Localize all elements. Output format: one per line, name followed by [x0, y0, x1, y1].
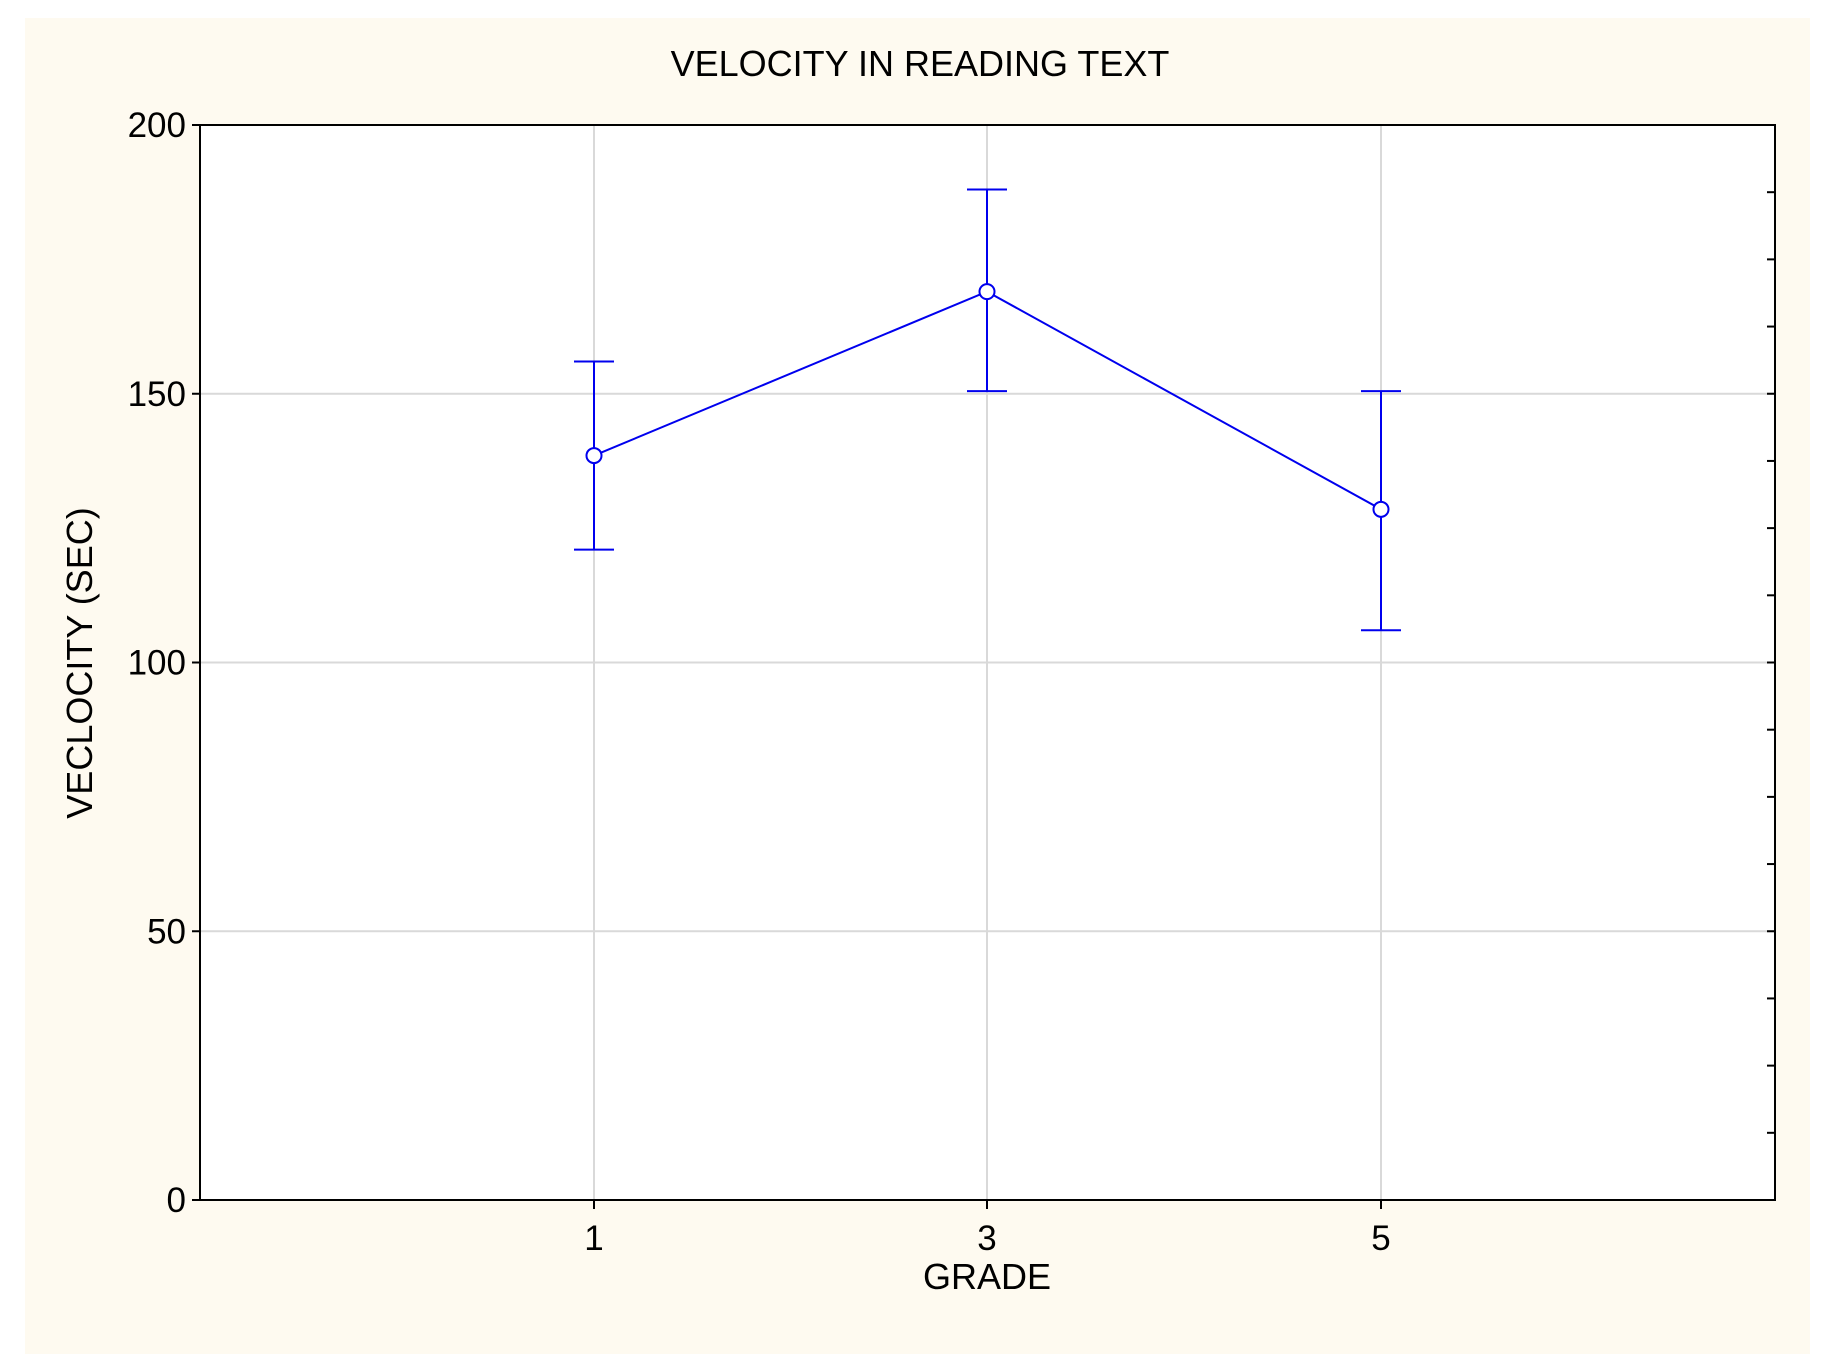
axis-ticks: 0 50 100 150 200 1 3 5: [128, 106, 1775, 1258]
data-point-3: [978, 283, 996, 301]
x-axis-label: GRADE: [923, 1256, 1051, 1297]
chart-svg: VELOCITY IN READING TEXT 0 50 100 150 200 1 3 5…: [59, 43, 1776, 1297]
y-tick-label-0: 0: [167, 1181, 186, 1220]
data-point-5: [1372, 500, 1390, 518]
y-tick-label-200: 200: [128, 106, 186, 145]
chart-panel: VELOCITY IN READING TEXT 0 50 100 150 200 1 3 5…: [25, 18, 1810, 1354]
chart-title: VELOCITY IN READING TEXT: [671, 43, 1170, 84]
y-tick-label-100: 100: [128, 644, 186, 683]
y-axis-label: VECLOCITY (SEC): [59, 507, 100, 818]
x-tick-label-3: 3: [977, 1219, 996, 1258]
data-point-1: [585, 447, 603, 465]
x-tick-label-5: 5: [1371, 1219, 1390, 1258]
x-tick-label-1: 1: [584, 1219, 603, 1258]
y-tick-label-50: 50: [147, 912, 186, 951]
series-line-group: [574, 188, 1401, 632]
y-tick-label-150: 150: [128, 375, 186, 414]
